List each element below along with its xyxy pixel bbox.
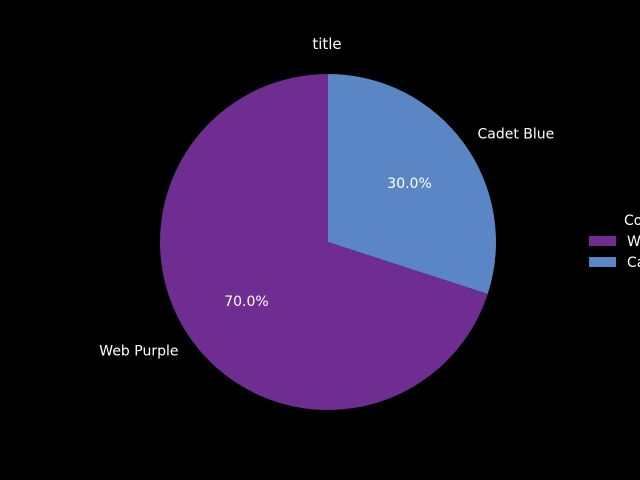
pie-pct-label-0: 70.0%: [224, 294, 268, 310]
pie-labels: 70.0% Web Purple 30.0% Cadet Blue: [99, 126, 554, 359]
legend-items: W Ca: [589, 234, 640, 271]
legend-swatch-1: [589, 257, 616, 267]
pie-category-label-1: Cadet Blue: [478, 126, 555, 142]
chart-title: title: [312, 35, 341, 53]
pie-slice-0: [160, 74, 488, 410]
legend-label-0: W: [627, 234, 640, 250]
legend-label-1: Ca: [627, 255, 640, 271]
legend: Co W Ca: [589, 213, 640, 271]
legend-title: Co: [624, 213, 640, 229]
pie-slices: [160, 74, 496, 410]
pie-slice-1: [328, 74, 496, 294]
legend-swatch-0: [589, 236, 616, 246]
pie-category-label-0: Web Purple: [99, 344, 178, 360]
pie-pct-label-1: 30.0%: [387, 176, 431, 192]
